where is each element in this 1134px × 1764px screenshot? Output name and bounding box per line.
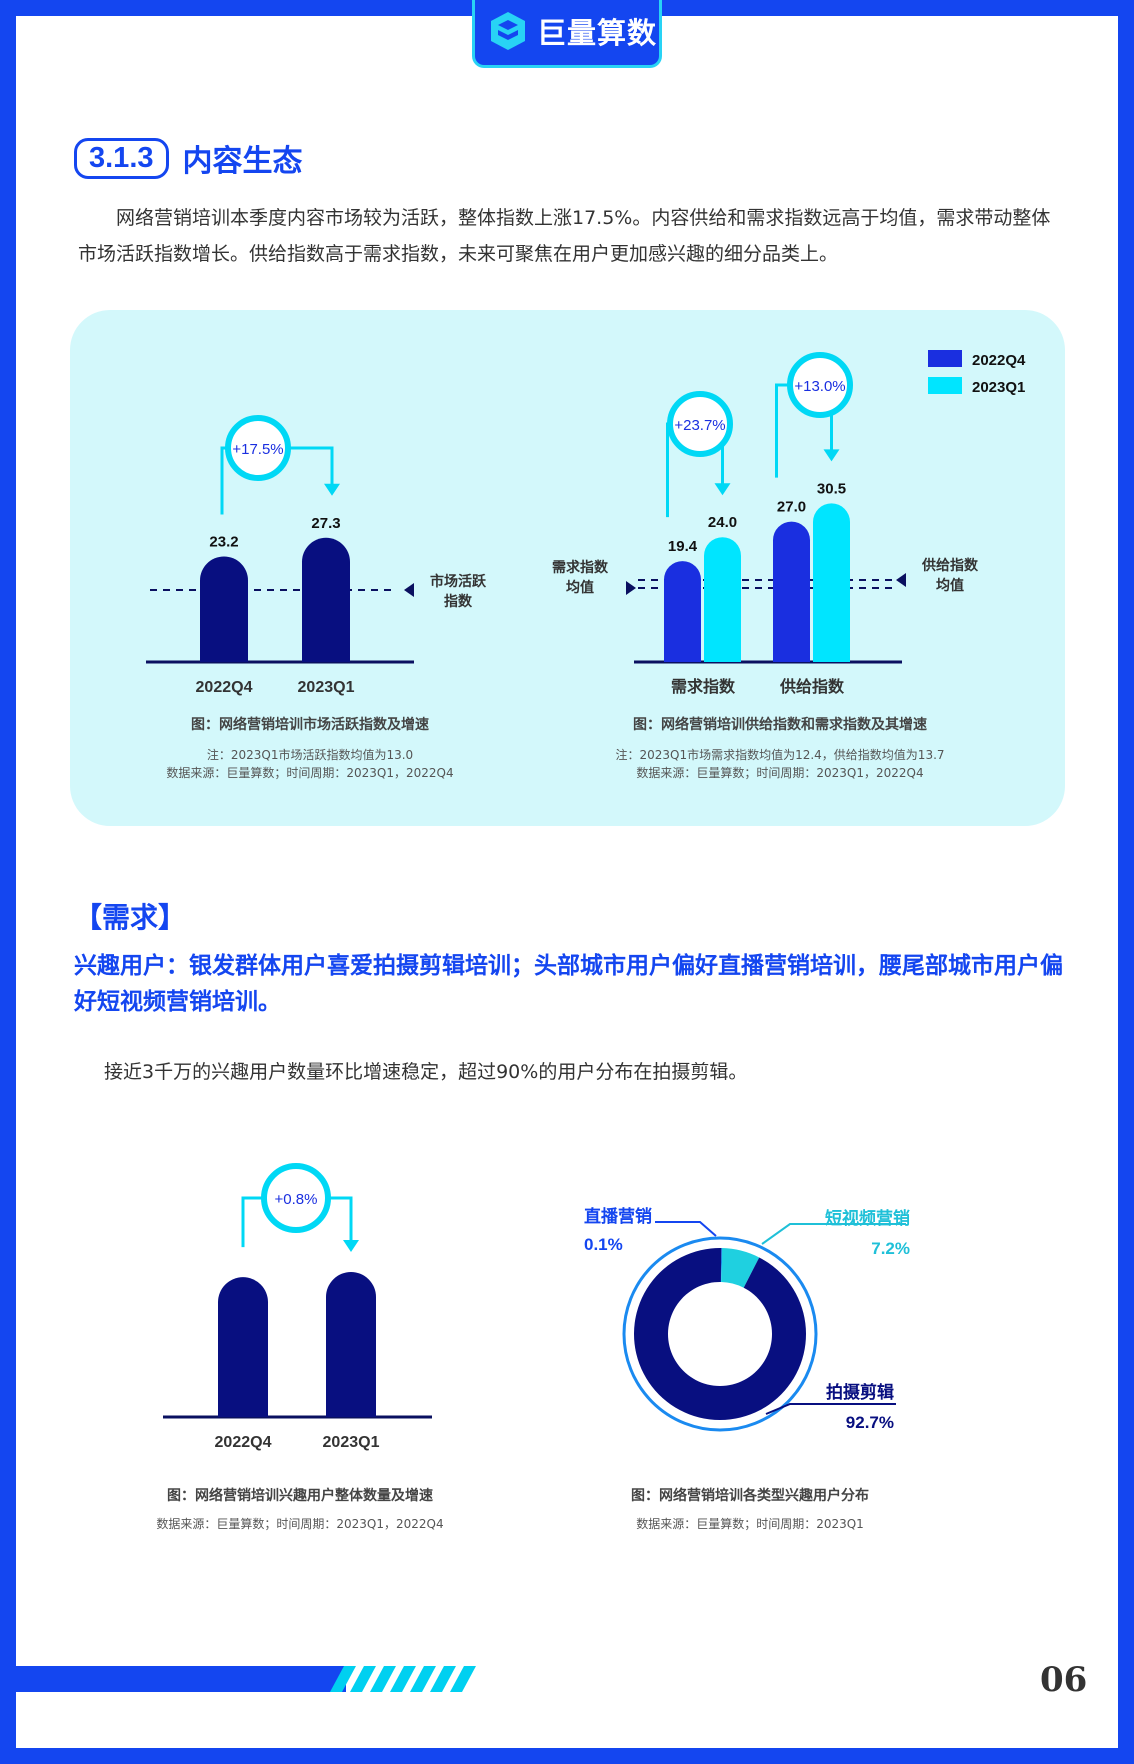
avg-marker-icon	[626, 581, 636, 595]
legend-label-q1: 2023Q1	[972, 379, 1025, 396]
chart2-source: 数据来源：巨量算数；时间周期：2023Q1，2022Q4	[636, 766, 924, 780]
activity-index-chart: 市场活跃指数 23.2 2022Q4 27.3 2023Q1 +17.5%	[146, 415, 487, 696]
bar	[704, 537, 741, 662]
section-number: 3.1.3	[74, 137, 169, 179]
chart1-note: 注：2023Q1市场活跃指数均值为13.0	[206, 748, 414, 762]
avg-label: 供给指数	[921, 557, 979, 574]
avg-label: 市场活跃	[430, 573, 487, 590]
growth-label: +23.7%	[674, 417, 725, 434]
brand-tab: 巨量算数	[472, 0, 662, 68]
section-header: 3.1.3 内容生态	[74, 136, 303, 180]
intro-paragraph: 网络营销培训本季度内容市场较为活跃，整体指数上涨17.5%。内容供给和需求指数远…	[78, 207, 1051, 265]
bar	[813, 503, 850, 662]
chart1-title: 图：网络营销培训市场活跃指数及增速	[191, 717, 429, 733]
bar	[664, 561, 701, 662]
brand-logo-icon	[491, 12, 525, 50]
chart2-note: 注：2023Q1市场需求指数均值为12.4，供给指数均值为13.7	[615, 748, 945, 762]
category-label: 2023Q1	[298, 679, 355, 696]
chart4-source: 数据来源：巨量算数；时间周期：2023Q1	[636, 1517, 864, 1531]
chart2-title: 图：网络营销培训供给指数和需求指数及其增速	[633, 717, 927, 733]
avg-label: 均值	[936, 577, 964, 594]
chart1-source: 数据来源：巨量算数；时间周期：2023Q1，2022Q4	[166, 766, 454, 780]
category-label: 需求指数	[671, 677, 736, 696]
avg-marker-icon	[404, 583, 414, 597]
avg-marker-icon	[896, 573, 906, 587]
growth-badge: +13.0%	[775, 352, 853, 478]
value-label: 30.5	[817, 480, 846, 497]
supply-demand-chart: 需求指数均值供给指数均值19.424.0需求指数+23.7%27.030.5供给…	[552, 352, 979, 696]
growth-badge: +23.7%	[666, 391, 733, 518]
legend-swatch-q1	[928, 377, 962, 394]
footer-stripes	[330, 1666, 476, 1692]
legend-swatch-q4	[928, 350, 962, 367]
value-label: 27.3	[311, 515, 340, 532]
value-label: 23.2	[209, 533, 238, 550]
avg-label: 均值	[566, 579, 594, 596]
growth-label: +17.5%	[232, 441, 283, 458]
growth-label: +13.0%	[794, 378, 845, 395]
chart1-notes: 注：2023Q1市场活跃指数均值为13.0 数据来源：巨量算数；时间周期：202…	[110, 746, 510, 782]
index-charts-panel: 市场活跃 指数 23.2 2022Q4 27.3 2023Q1 +17.5% 需求指数 均值供…	[70, 310, 1065, 826]
value-label: 24.0	[708, 514, 737, 531]
demand-subheading: 兴趣用户：银发群体用户喜爱拍摄剪辑培训；头部城市用户偏好直播营销培训，腰尾部城市…	[74, 953, 1063, 1015]
growth-badge: +17.5%	[220, 415, 340, 515]
avg-label: 指数	[444, 593, 473, 610]
bar	[773, 521, 810, 662]
brand-name: 巨量算数	[537, 16, 658, 50]
category-label: 供给指数	[779, 677, 845, 696]
demand-heading: 【需求】	[74, 901, 187, 934]
chart4-title: 图：网络营销培训各类型兴趣用户分布	[631, 1488, 869, 1504]
footer-bar	[16, 1666, 346, 1692]
bar	[200, 556, 248, 662]
demand-paragraph: 接近3千万的兴趣用户数量环比增速稳定，超过90%的用户分布在拍摄剪辑。	[104, 1061, 748, 1083]
section-title: 内容生态	[182, 144, 303, 179]
value-label: 27.0	[777, 499, 806, 516]
page-number: 06	[1040, 1660, 1088, 1700]
avg-label: 需求指数	[552, 559, 609, 576]
chart3-source: 数据来源：巨量算数；时间周期：2023Q1，2022Q4	[156, 1517, 444, 1531]
category-label: 2022Q4	[196, 679, 253, 696]
chart3-title: 图：网络营销培训兴趣用户整体数量及增速	[167, 1488, 433, 1504]
bar	[302, 537, 350, 662]
legend-label-q4: 2022Q4	[972, 352, 1026, 369]
value-label: 19.4	[668, 538, 698, 555]
chart2-notes: 注：2023Q1市场需求指数均值为12.4，供给指数均值为13.7 数据来源：巨…	[550, 746, 1010, 782]
legend: 2022Q4 2023Q1	[928, 350, 1026, 396]
